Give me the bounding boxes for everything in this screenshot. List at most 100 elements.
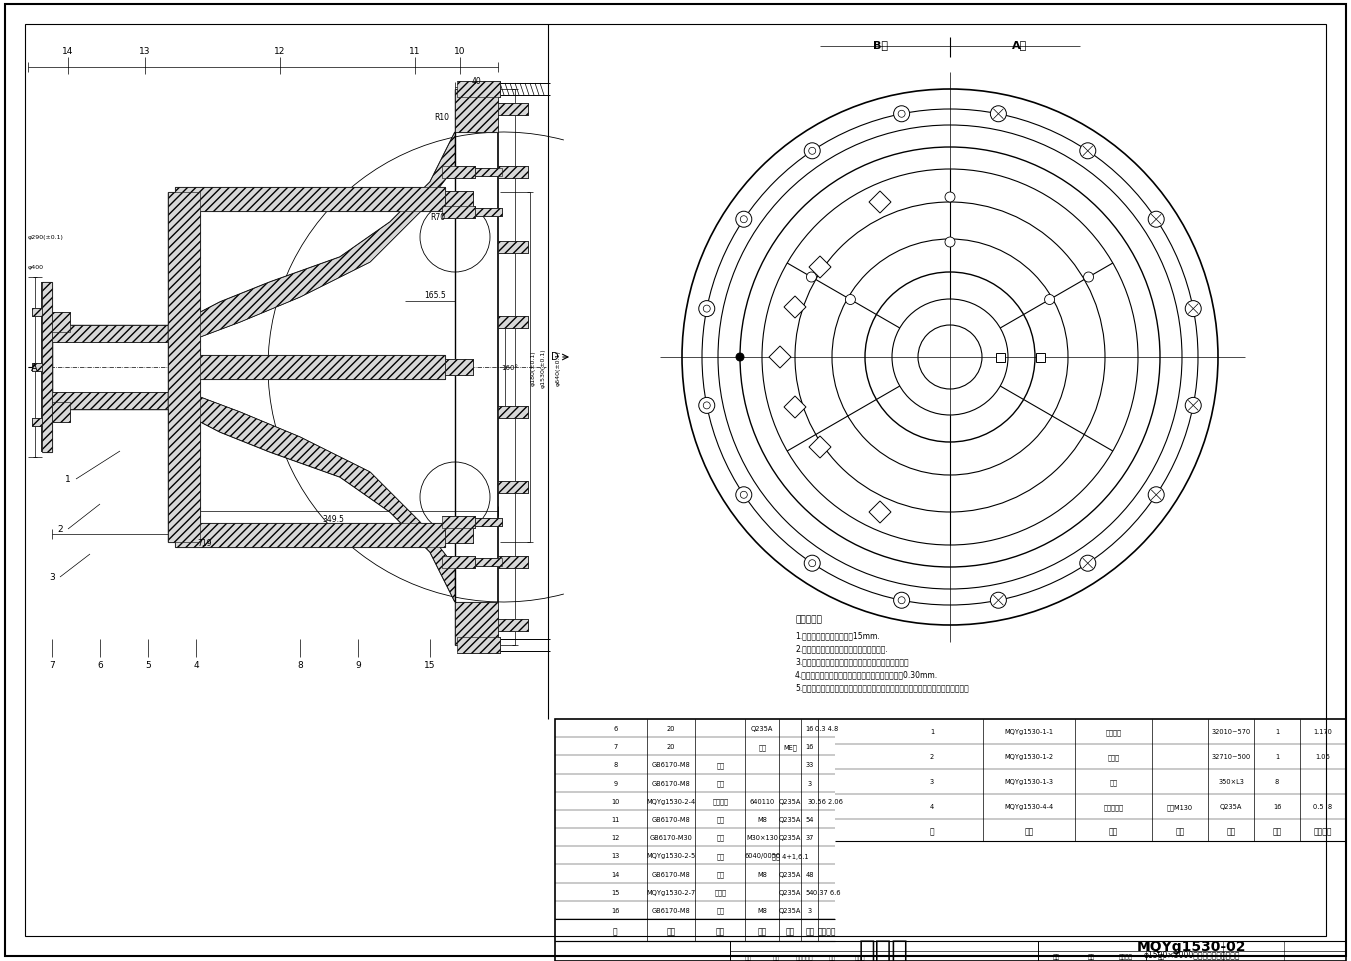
Text: Q235A: Q235A xyxy=(780,889,801,895)
Circle shape xyxy=(1084,273,1093,283)
Circle shape xyxy=(736,212,751,228)
Text: 2: 2 xyxy=(57,525,62,534)
Text: 规格: 规格 xyxy=(1175,826,1185,836)
Polygon shape xyxy=(32,308,42,317)
Text: 6040/0050: 6040/0050 xyxy=(744,852,781,858)
Text: 螺母: 螺母 xyxy=(716,871,724,877)
Text: Q235A: Q235A xyxy=(780,871,801,876)
Text: 1.未注明尺寸极差不得超过15mm.: 1.未注明尺寸极差不得超过15mm. xyxy=(794,630,880,640)
Circle shape xyxy=(1044,295,1055,306)
Polygon shape xyxy=(499,556,528,568)
Text: 进料螺旋: 进料螺旋 xyxy=(712,798,728,804)
Text: 螺母: 螺母 xyxy=(716,906,724,913)
Bar xyxy=(555,719,1346,961)
Text: 4.密封模块与流水粇进水口之平行度偏差清洁不大于0.30mm.: 4.密封模块与流水粇进水口之平行度偏差清洁不大于0.30mm. xyxy=(794,670,938,678)
Text: 名称: 名称 xyxy=(716,926,725,935)
Polygon shape xyxy=(499,167,528,179)
Circle shape xyxy=(893,593,909,608)
Text: 进料端盖: 进料端盖 xyxy=(1105,728,1121,735)
Text: M8: M8 xyxy=(758,907,767,913)
Text: 0.5  8: 0.5 8 xyxy=(1313,803,1332,810)
Polygon shape xyxy=(176,187,444,211)
Text: 0.56 2.06: 0.56 2.06 xyxy=(811,798,843,804)
Text: φ180(±0.1): φ180(±0.1) xyxy=(531,350,535,385)
Text: 9: 9 xyxy=(355,660,361,669)
Polygon shape xyxy=(442,207,476,219)
Polygon shape xyxy=(476,169,503,177)
Text: 规格: 规格 xyxy=(758,926,767,935)
Text: 640110: 640110 xyxy=(750,798,775,804)
Text: GB6170-M8: GB6170-M8 xyxy=(651,762,690,768)
Text: 165.5: 165.5 xyxy=(424,290,446,299)
Text: GB6170-M8: GB6170-M8 xyxy=(651,779,690,786)
Circle shape xyxy=(736,354,744,361)
Text: 33: 33 xyxy=(805,762,813,768)
Text: 20: 20 xyxy=(667,726,676,731)
Polygon shape xyxy=(499,317,528,329)
Text: MQYg1530-1-1: MQYg1530-1-1 xyxy=(1005,728,1054,735)
Polygon shape xyxy=(455,603,499,646)
Text: 11: 11 xyxy=(611,816,619,823)
Text: 10: 10 xyxy=(611,798,619,804)
Text: 标记: 标记 xyxy=(744,954,751,960)
Circle shape xyxy=(990,107,1006,123)
Text: 48: 48 xyxy=(805,871,815,876)
Text: 5: 5 xyxy=(145,660,151,669)
Circle shape xyxy=(893,107,909,123)
Polygon shape xyxy=(499,619,528,631)
Text: Q235A: Q235A xyxy=(780,798,801,804)
Polygon shape xyxy=(32,363,42,372)
Text: MQYg1530-2-4: MQYg1530-2-4 xyxy=(647,798,696,804)
Text: B角: B角 xyxy=(873,40,888,50)
Text: 32010~570: 32010~570 xyxy=(1212,728,1251,735)
Polygon shape xyxy=(51,312,70,333)
Text: 4: 4 xyxy=(193,660,199,669)
Polygon shape xyxy=(869,192,892,213)
Text: 16: 16 xyxy=(1273,803,1281,810)
Text: 719: 719 xyxy=(197,538,212,547)
Polygon shape xyxy=(476,558,503,566)
Text: 螺母: 螺母 xyxy=(716,816,724,823)
Circle shape xyxy=(698,302,715,317)
Text: 图号: 图号 xyxy=(666,926,676,935)
Text: 0.3 4.8: 0.3 4.8 xyxy=(815,726,838,731)
Text: 8: 8 xyxy=(297,660,303,669)
Text: 3: 3 xyxy=(49,573,55,582)
Circle shape xyxy=(846,295,855,306)
Polygon shape xyxy=(499,481,528,494)
Text: 衬板: 衬板 xyxy=(1109,778,1117,785)
Text: φ1530(±0.1): φ1530(±0.1) xyxy=(540,348,546,387)
Text: 54: 54 xyxy=(805,816,815,823)
Text: D: D xyxy=(551,352,559,361)
Polygon shape xyxy=(442,516,476,529)
Text: 7: 7 xyxy=(49,660,55,669)
Text: Q235A: Q235A xyxy=(780,816,801,823)
Text: 0.37 6.6: 0.37 6.6 xyxy=(813,889,840,895)
Text: Q235A: Q235A xyxy=(1220,803,1242,810)
Text: 1: 1 xyxy=(1275,728,1279,735)
Text: 件数: 件数 xyxy=(1088,954,1094,959)
Text: 重量: 重量 xyxy=(1158,954,1165,959)
Text: 4: 4 xyxy=(929,803,934,810)
Polygon shape xyxy=(784,297,807,319)
Text: 更改文件号: 更改文件号 xyxy=(796,954,813,960)
Polygon shape xyxy=(476,519,503,527)
Text: A: A xyxy=(31,362,38,373)
Text: GB6170-M8: GB6170-M8 xyxy=(651,871,690,876)
Text: 54: 54 xyxy=(805,889,815,895)
Circle shape xyxy=(807,273,816,283)
Text: 349.5: 349.5 xyxy=(322,515,345,524)
Polygon shape xyxy=(32,419,42,427)
Circle shape xyxy=(804,555,820,572)
Polygon shape xyxy=(176,356,444,380)
Polygon shape xyxy=(42,283,51,453)
Polygon shape xyxy=(444,192,473,208)
Text: 角圆M130: 角圆M130 xyxy=(1167,803,1193,810)
Text: 40: 40 xyxy=(471,78,481,86)
Text: 数量: 数量 xyxy=(1273,826,1282,836)
Text: 12: 12 xyxy=(611,834,619,840)
Text: 9: 9 xyxy=(613,779,617,786)
Text: Q235A: Q235A xyxy=(780,907,801,913)
Polygon shape xyxy=(499,242,528,254)
Text: 2: 2 xyxy=(929,753,934,760)
